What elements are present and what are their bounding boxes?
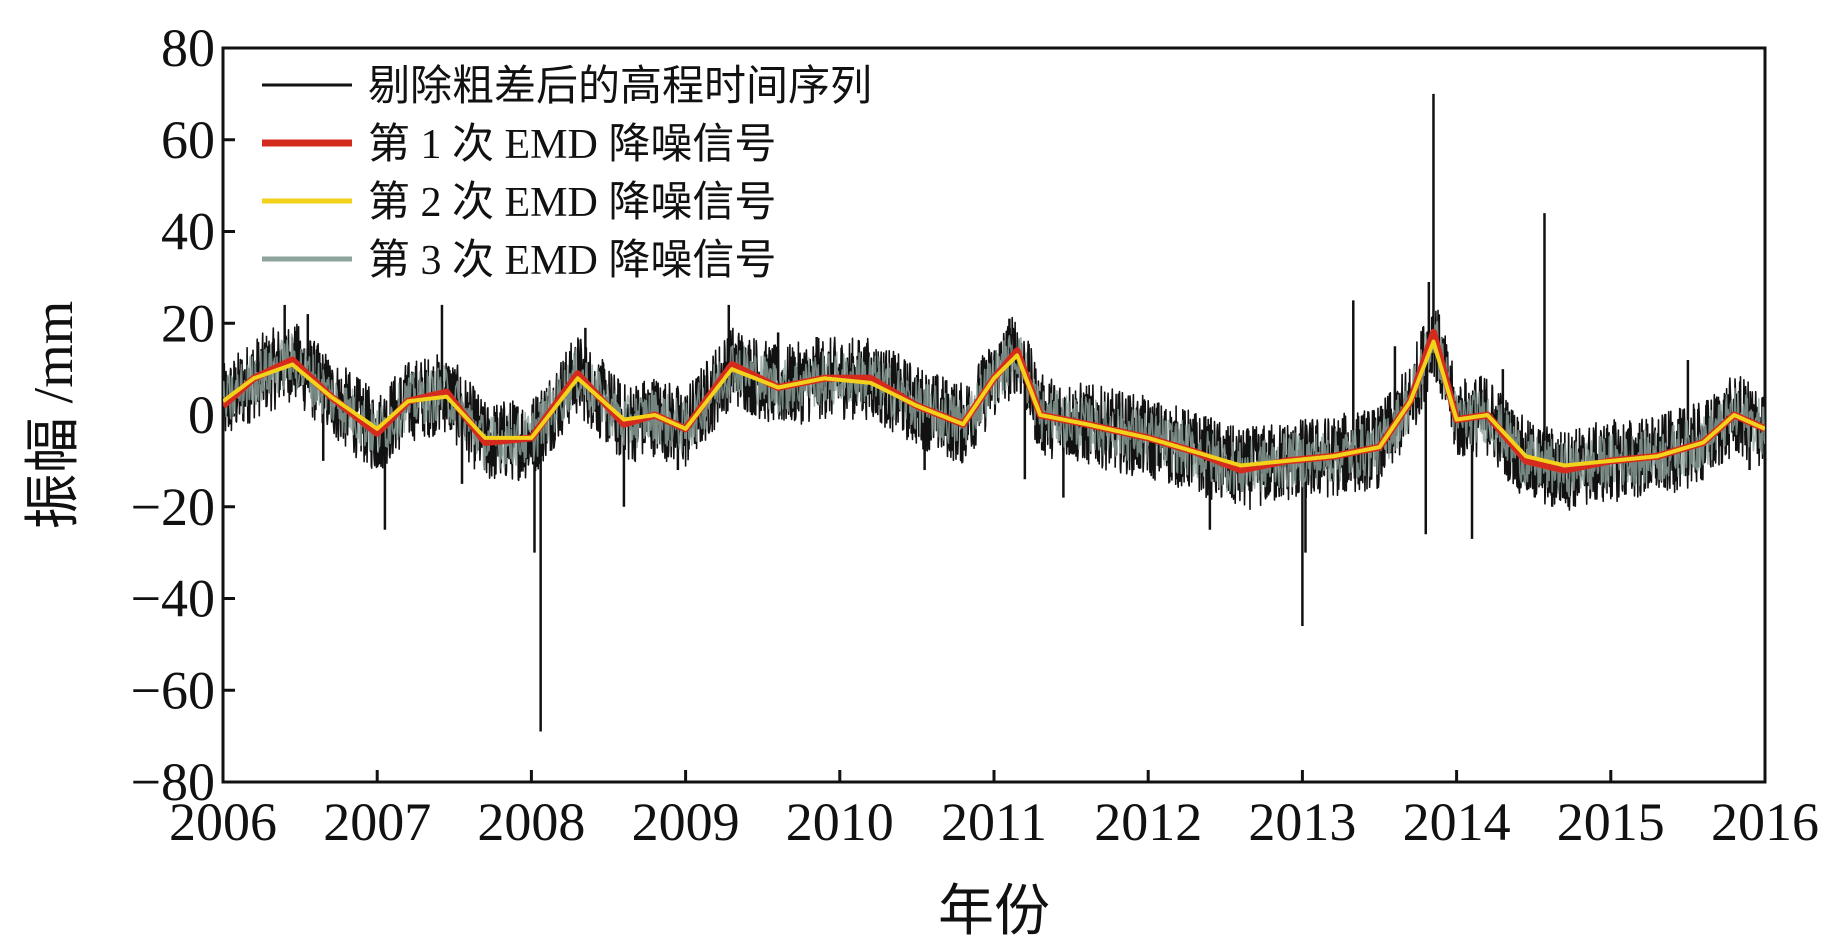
y-tick-label: 0 (188, 385, 215, 445)
y-tick-label: −40 (131, 569, 215, 629)
x-tick-label: 2010 (786, 792, 894, 852)
y-tick-label: −20 (131, 477, 215, 537)
x-tick-label: 2012 (1094, 792, 1202, 852)
legend-label-1: 剔除粗差后的高程时间序列 (368, 63, 872, 110)
x-tick-label: 2014 (1403, 792, 1511, 852)
y-axis-title: 振幅 /mm (23, 301, 85, 530)
x-tick-label: 2006 (169, 792, 277, 852)
legend-label-3: 第 2 次 EMD 降噪信号 (368, 180, 776, 226)
legend-label-2: 第 1 次 EMD 降噪信号 (368, 122, 776, 168)
y-tick-label: 40 (161, 202, 215, 262)
series-line-3 (223, 339, 1765, 468)
x-tick-label: 2007 (323, 792, 431, 852)
y-tick-label: 20 (161, 293, 215, 353)
legend-label-4: 第 3 次 EMD 降噪信号 (368, 238, 776, 284)
x-axis-title: 年份 (938, 881, 1050, 943)
y-tick-label: 80 (161, 18, 215, 78)
x-tick-label: 2015 (1557, 792, 1665, 852)
x-tick-label: 2011 (941, 792, 1047, 852)
y-tick-label: 60 (161, 110, 215, 170)
plot-area (223, 93, 1765, 732)
x-tick-label: 2013 (1248, 792, 1356, 852)
axes-layer: 2006 2007 2008 2009 2010 2011 2012 2013 2014 2015… (131, 18, 1819, 852)
x-tick-label: 2009 (632, 792, 740, 852)
y-tick-label: −60 (131, 660, 215, 720)
x-tick-label: 2008 (477, 792, 585, 852)
y-tick-label: −80 (131, 752, 215, 812)
x-tick-label: 2016 (1711, 792, 1819, 852)
